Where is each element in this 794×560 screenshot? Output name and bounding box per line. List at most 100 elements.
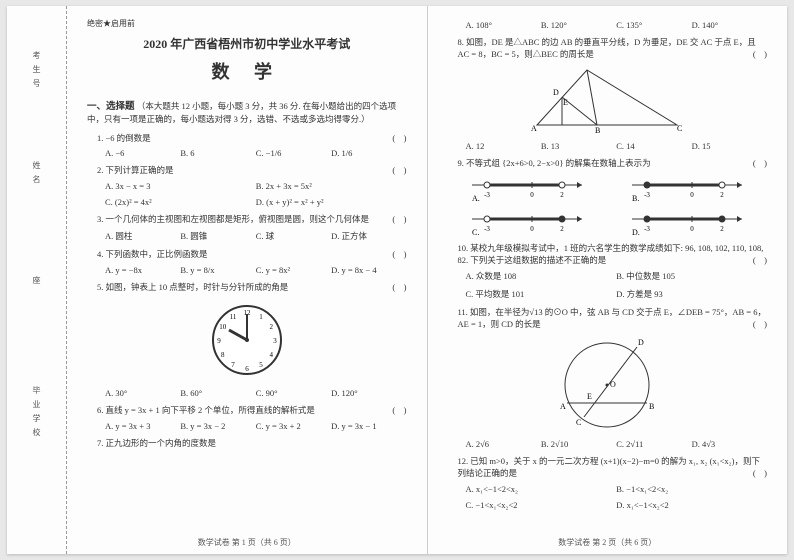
q12-opts-row1: A. x₁<−1<2<x₂ B. −1<x₁<2<x₂ (466, 484, 768, 494)
opt: D. 正方体 (331, 230, 406, 242)
q7-opts: A. 108° B. 120° C. 135° D. 140° (466, 20, 768, 30)
q7: 7. 正九边形的一个内角的度数是 (97, 438, 407, 450)
q11-opts: A. 2√6 B. 2√10 C. 2√11 D. 4√3 (466, 439, 768, 449)
answer-blank: ( ) (753, 319, 767, 331)
svg-text:0: 0 (531, 191, 535, 199)
opt: C. 平均数是 101 (466, 288, 617, 300)
q8: 8. 如图，DE 是△ABC 的边 AB 的垂直平分线，D 为垂足，DE 交 A… (458, 37, 768, 61)
svg-text:3: 3 (273, 337, 277, 345)
opt: A. x₁<−1<2<x₂ (466, 484, 617, 494)
q-stem: 8. 如图，DE 是△ABC 的边 AB 的垂直平分线，D 为垂足，DE 交 A… (458, 37, 756, 59)
opt: D. (x + y)² = x² + y² (256, 197, 407, 207)
q2-opts-row2: C. (2x)² = 4x² D. (x + y)² = x² + y² (105, 197, 407, 207)
svg-text:6: 6 (245, 365, 249, 373)
answer-blank: ( ) (392, 249, 406, 261)
binding-label: 座 (31, 276, 42, 290)
numline-a: -302A. (462, 175, 592, 203)
opt: A. y = 3x + 3 (105, 421, 180, 431)
svg-text:0: 0 (531, 225, 535, 233)
q-stem: 5. 如图，钟表上 10 点整时，时针与分针所成的角是 (97, 282, 288, 292)
numline-row-2: -302C. -302D. (448, 209, 768, 237)
answer-blank: ( ) (392, 165, 406, 177)
numline-row-1: -302A. -302B. (448, 175, 768, 203)
svg-text:-3: -3 (644, 225, 650, 233)
opt: D. 120° (331, 388, 406, 398)
opt: C. 球 (256, 230, 331, 242)
svg-text:2: 2 (561, 225, 565, 233)
opt: A. 3x − x = 3 (105, 181, 256, 191)
exam-sheet: 考生号 姓名 座 毕业学校 绝密★启用前 2020 年广西省梧州市初中学业水平考… (7, 6, 787, 554)
q-stem: 7. 正九边形的一个内角的度数是 (97, 438, 216, 448)
q10-opts-row2: C. 平均数是 101 D. 方差是 93 (466, 288, 768, 300)
answer-blank: ( ) (392, 133, 406, 145)
opt: B. y = 8/x (180, 265, 255, 275)
q11: 11. 如图，在半径为√13 的⊙O 中，弦 AB 与 CD 交于点 E，∠DE… (458, 307, 768, 331)
svg-text:B: B (595, 126, 600, 135)
q6: 6. 直线 y = 3x + 1 向下平移 2 个单位，所得直线的解析式是( ) (97, 405, 407, 417)
svg-text:A.: A. (472, 194, 480, 203)
q5: 5. 如图，钟表上 10 点整时，时针与分针所成的角是( ) (97, 282, 407, 294)
opt: B. 13 (541, 141, 616, 151)
opt: C. 135° (616, 20, 691, 30)
q12: 12. 已知 m>0，关于 x 的一元二次方程 (x+1)(x−2)−m=0 的… (458, 456, 768, 480)
svg-text:D: D (553, 88, 559, 97)
opt: B. −1<x₁<2<x₂ (616, 484, 767, 494)
svg-text:D.: D. (632, 228, 640, 237)
opt: C. y = 8x² (256, 265, 331, 275)
svg-text:9: 9 (217, 337, 221, 345)
opt: A. 圆柱 (105, 230, 180, 242)
svg-text:7: 7 (231, 361, 235, 369)
opt: D. 4√3 (692, 439, 767, 449)
opt: B. 60° (180, 388, 255, 398)
opt: D. 15 (692, 141, 767, 151)
svg-text:4: 4 (269, 351, 273, 359)
svg-text:D: D (638, 338, 644, 347)
svg-text:-3: -3 (484, 225, 490, 233)
exam-title: 2020 年广西省梧州市初中学业水平考试 (87, 35, 407, 52)
svg-text:C: C (677, 124, 682, 133)
binding-label: 毕业学校 (31, 386, 42, 442)
q2: 2. 下列计算正确的是( ) (97, 165, 407, 177)
opt: C. −1<x₁<x₂<2 (466, 500, 617, 510)
binding-label: 考生号 (31, 51, 42, 93)
svg-text:8: 8 (221, 351, 225, 359)
opt: A. 2√6 (466, 439, 541, 449)
opt: A. 108° (466, 20, 541, 30)
opt: A. 30° (105, 388, 180, 398)
q4: 4. 下列函数中，正比例函数是( ) (97, 249, 407, 261)
opt: C. y = 3x + 2 (256, 421, 331, 431)
opt: B. 2√10 (541, 439, 616, 449)
svg-text:E: E (587, 392, 592, 401)
q9: 9. 不等式组 {2x+6>0, 2−x>0} 的解集在数轴上表示为( ) (458, 158, 768, 170)
opt: D. x₁<−1<x₂<2 (616, 500, 767, 510)
answer-blank: ( ) (753, 255, 767, 267)
q-stem: 10. 某校九年级模拟考试中，1 班的六名学生的数学成绩如下: 96, 108,… (458, 243, 764, 265)
q12-opts-row2: C. −1<x₁<x₂<2 D. x₁<−1<x₂<2 (466, 500, 768, 510)
numline-c: -302C. (462, 209, 592, 237)
secret-label: 绝密★启用前 (87, 18, 407, 29)
page-footer: 数学试卷 第 2 页（共 6 页） (448, 537, 768, 548)
opt: B. 120° (541, 20, 616, 30)
opt: C. (2x)² = 4x² (105, 197, 256, 207)
q-stem: 3. 一个几何体的主视图和左视图都是矩形，俯视图是圆，则这个几何体是 (97, 214, 369, 224)
clock-icon: 121234567891011 (207, 300, 287, 380)
q10: 10. 某校九年级模拟考试中，1 班的六名学生的数学成绩如下: 96, 108,… (458, 243, 768, 267)
answer-blank: ( ) (392, 214, 406, 226)
q4-opts: A. y = −8x B. y = 8/x C. y = 8x² D. y = … (105, 265, 407, 275)
opt: C. 14 (616, 141, 691, 151)
svg-text:C: C (576, 418, 581, 427)
opt: A. 众数是 108 (466, 270, 617, 282)
section-1-title: 一、选择题 （本大题共 12 小题，每小题 3 分，共 36 分. 在每小题给出… (87, 98, 407, 126)
svg-text:2: 2 (720, 225, 724, 233)
section-label: 一、选择题 (87, 102, 135, 112)
svg-text:2: 2 (561, 191, 565, 199)
opt: B. 6 (180, 148, 255, 158)
svg-text:A: A (531, 124, 537, 133)
q1-opts: A. −6 B. 6 C. −1/6 D. 1/6 (105, 148, 407, 158)
svg-text:A: A (560, 402, 566, 411)
clock-figure: 121234567891011 (87, 300, 407, 382)
subject-title: 数 学 (87, 58, 407, 84)
binding-margin: 考生号 姓名 座 毕业学校 (7, 6, 67, 554)
answer-blank: ( ) (753, 158, 767, 170)
opt: D. y = 8x − 4 (331, 265, 406, 275)
